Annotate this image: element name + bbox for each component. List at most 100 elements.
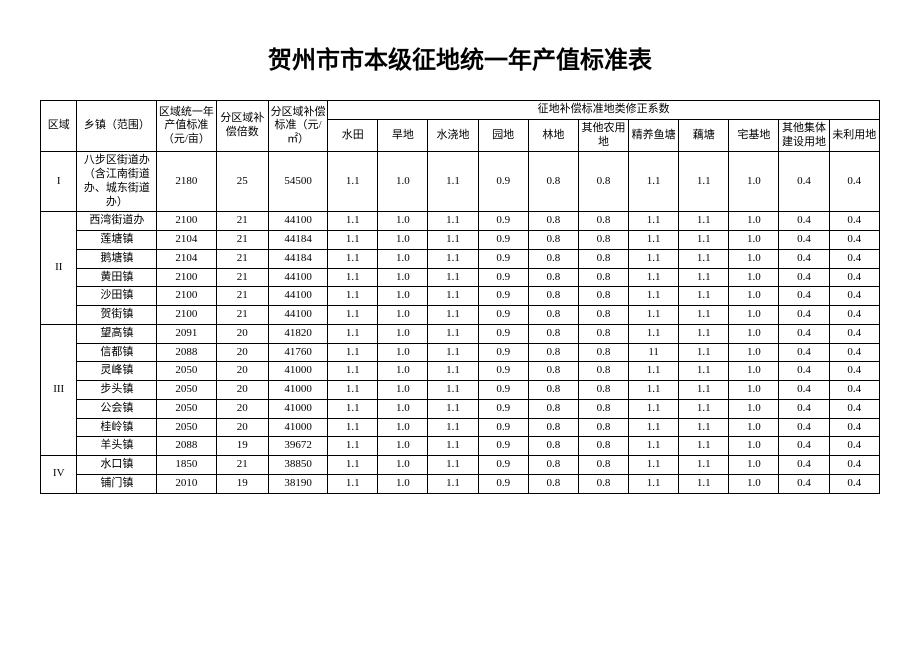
table-row: 羊头镇208819396721.11.01.10.90.80.81.11.11.… [41,437,880,456]
cell-std: 2010 [157,474,216,493]
cell-comp: 44100 [268,306,327,325]
cell-coef-6: 1.1 [629,437,679,456]
cell-town: 鹅塘镇 [77,249,157,268]
cell-coef-1: 1.0 [378,399,428,418]
th-coef-3: 园地 [478,119,528,152]
cell-town: 黄田镇 [77,268,157,287]
cell-coef-3: 0.9 [478,306,528,325]
cell-coef-8: 1.0 [729,399,779,418]
cell-coef-8: 1.0 [729,381,779,400]
cell-std: 2100 [157,306,216,325]
cell-comp: 44100 [268,212,327,231]
cell-coef-2: 1.1 [428,212,478,231]
cell-coef-0: 1.1 [328,437,378,456]
cell-coef-3: 0.9 [478,362,528,381]
cell-mult: 19 [216,474,268,493]
cell-coef-0: 1.1 [328,324,378,343]
cell-comp: 39672 [268,437,327,456]
cell-coef-5: 0.8 [578,362,628,381]
cell-coef-9: 0.4 [779,456,829,475]
cell-coef-7: 1.1 [679,381,729,400]
cell-mult: 25 [216,152,268,212]
cell-coef-2: 1.1 [428,249,478,268]
cell-coef-10: 0.4 [829,474,879,493]
cell-coef-3: 0.9 [478,324,528,343]
table-row: 步头镇205020410001.11.01.10.90.80.81.11.11.… [41,381,880,400]
cell-coef-8: 1.0 [729,249,779,268]
cell-coef-0: 1.1 [328,306,378,325]
cell-mult: 20 [216,381,268,400]
cell-coef-10: 0.4 [829,152,879,212]
cell-coef-10: 0.4 [829,231,879,250]
cell-coef-10: 0.4 [829,456,879,475]
cell-coef-6: 11 [629,343,679,362]
cell-std: 2091 [157,324,216,343]
table-row: 信都镇208820417601.11.01.10.90.80.8111.11.0… [41,343,880,362]
cell-town: 铺门镇 [77,474,157,493]
table-row: 桂岭镇205020410001.11.01.10.90.80.81.11.11.… [41,418,880,437]
cell-coef-6: 1.1 [629,362,679,381]
cell-coef-9: 0.4 [779,287,829,306]
cell-coef-10: 0.4 [829,343,879,362]
cell-coef-9: 0.4 [779,362,829,381]
cell-coef-3: 0.9 [478,418,528,437]
cell-mult: 20 [216,418,268,437]
cell-comp: 38850 [268,456,327,475]
cell-town: 羊头镇 [77,437,157,456]
data-table: 区域 乡镇（范围） 区域统一年产值标准（元/亩） 分区域补偿倍数 分区域补偿标准… [40,100,880,494]
cell-town: 八步区街道办（含江南街道办、城东街道办） [77,152,157,212]
cell-coef-5: 0.8 [578,381,628,400]
table-row: 莲塘镇210421441841.11.01.10.90.80.81.11.11.… [41,231,880,250]
cell-coef-7: 1.1 [679,212,729,231]
cell-coef-6: 1.1 [629,249,679,268]
cell-town: 桂岭镇 [77,418,157,437]
cell-coef-10: 0.4 [829,381,879,400]
cell-town: 步头镇 [77,381,157,400]
cell-coef-8: 1.0 [729,456,779,475]
cell-coef-1: 1.0 [378,231,428,250]
cell-coef-4: 0.8 [528,418,578,437]
cell-std: 2050 [157,399,216,418]
cell-coef-3: 0.9 [478,268,528,287]
cell-town: 水口镇 [77,456,157,475]
cell-coef-6: 1.1 [629,268,679,287]
cell-coef-2: 1.1 [428,437,478,456]
th-coef-0: 水田 [328,119,378,152]
cell-coef-10: 0.4 [829,437,879,456]
th-coef-7: 藕塘 [679,119,729,152]
cell-coef-9: 0.4 [779,306,829,325]
cell-coef-8: 1.0 [729,306,779,325]
cell-coef-8: 1.0 [729,343,779,362]
cell-coef-5: 0.8 [578,474,628,493]
cell-std: 2100 [157,268,216,287]
cell-coef-8: 1.0 [729,287,779,306]
cell-coef-5: 0.8 [578,399,628,418]
table-body: I八步区街道办（含江南街道办、城东街道办）218025545001.11.01.… [41,152,880,493]
cell-region: II [41,212,77,325]
th-mult: 分区域补偿倍数 [216,101,268,152]
cell-std: 2104 [157,231,216,250]
table-row: 铺门镇201019381901.11.01.10.90.80.81.11.11.… [41,474,880,493]
cell-coef-6: 1.1 [629,287,679,306]
cell-coef-2: 1.1 [428,474,478,493]
table-row: 贺街镇210021441001.11.01.10.90.80.81.11.11.… [41,306,880,325]
cell-coef-4: 0.8 [528,287,578,306]
cell-coef-9: 0.4 [779,268,829,287]
cell-std: 2050 [157,381,216,400]
cell-std: 2104 [157,249,216,268]
cell-comp: 41000 [268,399,327,418]
cell-comp: 44184 [268,249,327,268]
cell-coef-7: 1.1 [679,324,729,343]
cell-coef-3: 0.9 [478,249,528,268]
cell-mult: 20 [216,399,268,418]
cell-coef-9: 0.4 [779,474,829,493]
cell-coef-10: 0.4 [829,287,879,306]
cell-town: 西湾街道办 [77,212,157,231]
cell-coef-10: 0.4 [829,212,879,231]
cell-coef-7: 1.1 [679,437,729,456]
cell-coef-10: 0.4 [829,399,879,418]
cell-coef-2: 1.1 [428,324,478,343]
cell-coef-9: 0.4 [779,152,829,212]
cell-coef-6: 1.1 [629,212,679,231]
cell-coef-9: 0.4 [779,343,829,362]
